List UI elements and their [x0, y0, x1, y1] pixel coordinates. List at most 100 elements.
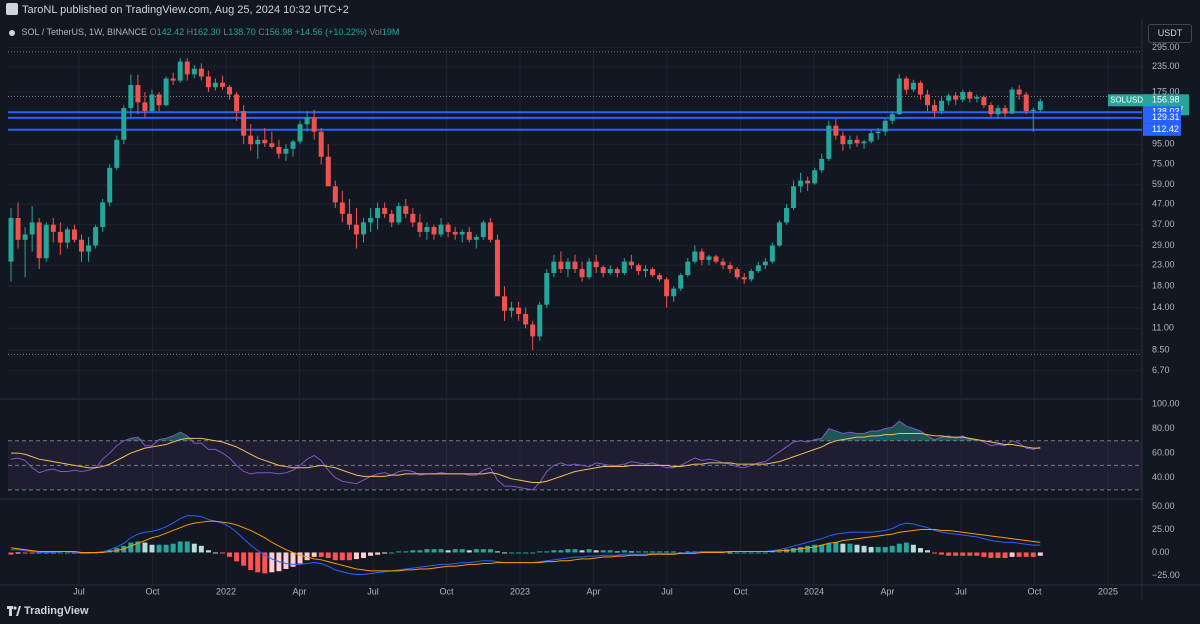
- candle-body: [1030, 109, 1036, 112]
- time-tick-label: Jul: [955, 586, 967, 596]
- candle-body: [220, 82, 225, 87]
- candle-body: [833, 125, 839, 136]
- macd-histogram-bar: [198, 545, 204, 553]
- macd-histogram-bar: [494, 551, 500, 553]
- candle-body: [361, 222, 366, 235]
- macd-histogram-bar: [981, 552, 987, 557]
- candle-body: [8, 218, 14, 262]
- candle-body: [177, 61, 183, 81]
- candle-body: [1009, 89, 1015, 114]
- macd-histogram-bar: [903, 542, 909, 553]
- macd-histogram-bar: [438, 549, 444, 553]
- macd-histogram-bar: [262, 552, 268, 574]
- macd-histogram-bar: [487, 549, 493, 553]
- candle-body: [537, 304, 543, 337]
- candle-body: [100, 202, 106, 228]
- candle-body: [248, 135, 254, 145]
- macd-histogram-bar: [572, 549, 578, 553]
- macd-histogram-bar: [586, 549, 592, 553]
- rsi-ma-line: [11, 432, 1041, 484]
- candle-body: [1037, 101, 1043, 110]
- candlestick-series[interactable]: [8, 58, 1043, 351]
- time-axis[interactable]: Jul Oct 2022 Apr Jul Oct 2023 Apr Jul Oct 2024 Apr J…: [73, 586, 1118, 596]
- macd-histogram-bar: [939, 552, 945, 555]
- macd-histogram-bar: [1023, 552, 1029, 557]
- macd-histogram-bar: [220, 552, 225, 554]
- candle-body: [466, 231, 472, 240]
- symbol-tag: [1108, 94, 1150, 107]
- macd-histogram-bar: [466, 550, 472, 553]
- candle-body: [671, 288, 677, 297]
- macd-histogram-bar: [826, 543, 832, 553]
- rsi-pane[interactable]: [8, 420, 1142, 491]
- macd-histogram-bar: [1037, 552, 1043, 556]
- candle-body: [572, 261, 578, 270]
- candle-body: [212, 82, 218, 88]
- macd-histogram-bar: [375, 552, 381, 555]
- candle-body: [114, 139, 120, 168]
- candle-body: [586, 261, 592, 278]
- macd-histogram-bar: [424, 549, 430, 553]
- candle-body: [262, 139, 268, 144]
- macd-histogram-bar: [882, 546, 888, 553]
- macd-histogram-bar: [339, 552, 345, 561]
- macd-histogram-bar: [269, 552, 275, 573]
- macd-histogram-bar: [241, 552, 247, 566]
- candle-body: [805, 180, 811, 184]
- currency-button[interactable]: USDT: [1148, 24, 1192, 43]
- macd-histogram-bar: [868, 546, 874, 553]
- candle-body: [692, 251, 698, 262]
- macd-histogram-bar: [311, 552, 317, 557]
- macd-histogram-bar: [212, 552, 218, 554]
- macd-histogram-bar: [579, 550, 585, 553]
- candle-body: [142, 102, 148, 112]
- macd-histogram-bar: [727, 552, 733, 554]
- symbol-tag-label: SOLUSDT: [1110, 95, 1148, 104]
- macd-histogram-bar: [932, 552, 938, 554]
- macd-histogram-bar: [593, 550, 599, 553]
- price-tick-label: 295.00: [1152, 42, 1180, 52]
- candle-body: [22, 234, 28, 240]
- symbol-legend[interactable]: SOL / TetherUS, 1W, BINANCE O142.42 H162…: [9, 27, 399, 37]
- candle-body: [551, 261, 557, 274]
- low-label: L: [223, 27, 229, 37]
- candle-body: [614, 269, 620, 274]
- candle-body: [79, 239, 84, 252]
- candle-body: [502, 296, 507, 311]
- macd-pane[interactable]: [8, 515, 1043, 575]
- macd-histogram-bar: [544, 551, 550, 553]
- candle-body: [29, 222, 35, 235]
- candle-body: [269, 143, 275, 147]
- time-tick-label: Apr: [292, 586, 306, 596]
- candle-body: [664, 279, 670, 297]
- close-label: C: [258, 27, 265, 37]
- macd-histogram-bar: [664, 551, 670, 553]
- candle-body: [628, 261, 634, 266]
- price-tick-label: 6.70: [1152, 365, 1170, 375]
- close-value: 156.98: [264, 27, 293, 37]
- time-tick-label: Jul: [367, 586, 379, 596]
- candle-body: [776, 222, 782, 246]
- candle-body: [353, 224, 359, 235]
- macd-histogram-bar: [643, 551, 648, 553]
- time-tick-label: Oct: [1027, 586, 1042, 596]
- price-tick-label: 8.50: [1152, 345, 1170, 355]
- footer-brand: TradingView: [24, 605, 89, 617]
- macd-histogram-bar: [353, 552, 359, 560]
- candle-body: [1002, 108, 1008, 114]
- macd-histogram-bar: [473, 549, 479, 553]
- macd-histogram-bar: [142, 542, 148, 553]
- price-tick-label: 29.00: [1152, 240, 1175, 250]
- macd-histogram-bar: [995, 552, 1001, 558]
- macd-histogram-bar: [671, 551, 677, 553]
- macd-histogram-bar: [346, 552, 352, 561]
- macd-histogram-bar: [191, 543, 197, 553]
- price-tick-label: 23.00: [1152, 260, 1175, 270]
- candle-body: [593, 261, 599, 268]
- candle-body: [762, 261, 768, 266]
- macd-histogram-bar: [149, 544, 155, 553]
- candle-body: [988, 105, 994, 115]
- candle-body: [107, 167, 113, 203]
- macd-histogram-bar: [57, 552, 63, 554]
